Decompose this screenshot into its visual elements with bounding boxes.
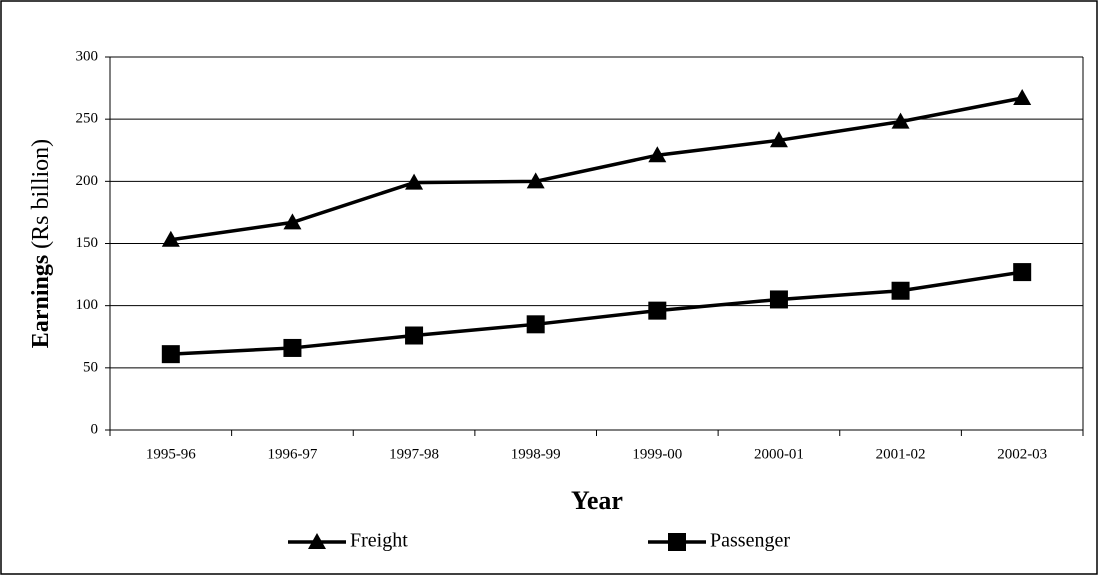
x-tick-label: 2002-03 [997,446,1047,462]
marker [891,112,910,129]
series-line [170,270,1023,356]
x-tick-label: 1995-96 [146,446,196,462]
marker [526,315,545,334]
y-tick-label: 150 [76,235,99,251]
marker [405,173,424,190]
x-tick-label: 1998-99 [511,446,561,462]
marker [283,338,302,357]
marker [161,345,180,364]
x-tick-label: 1997-98 [389,446,439,462]
x-tick-label: 2001-02 [876,446,926,462]
marker [668,533,686,551]
legend-label: Freight [350,530,408,552]
y-axis-label: Earnings (Rs billion) [28,139,54,348]
x-tick-label: 2000-01 [754,446,804,462]
marker [526,172,545,189]
marker [769,131,788,148]
marker [405,326,424,345]
y-tick-label: 200 [76,173,99,189]
x-axis-label: Year [571,486,623,515]
marker [769,290,788,309]
marker [308,533,326,549]
marker [161,230,180,247]
x-tick-label: 1999-00 [632,446,682,462]
y-tick-label: 100 [76,297,99,313]
marker [891,281,910,300]
series-line [170,96,1023,242]
y-tick-label: 300 [76,48,99,64]
y-tick-label: 250 [76,111,99,127]
marker [648,301,667,320]
y-tick-label: 0 [91,421,99,437]
marker [648,146,667,163]
marker [1013,89,1032,106]
x-tick-label: 1996-97 [267,446,317,462]
marker [1013,263,1032,282]
marker [283,213,302,230]
y-tick-label: 50 [83,359,98,375]
legend-label: Passenger [710,530,790,552]
